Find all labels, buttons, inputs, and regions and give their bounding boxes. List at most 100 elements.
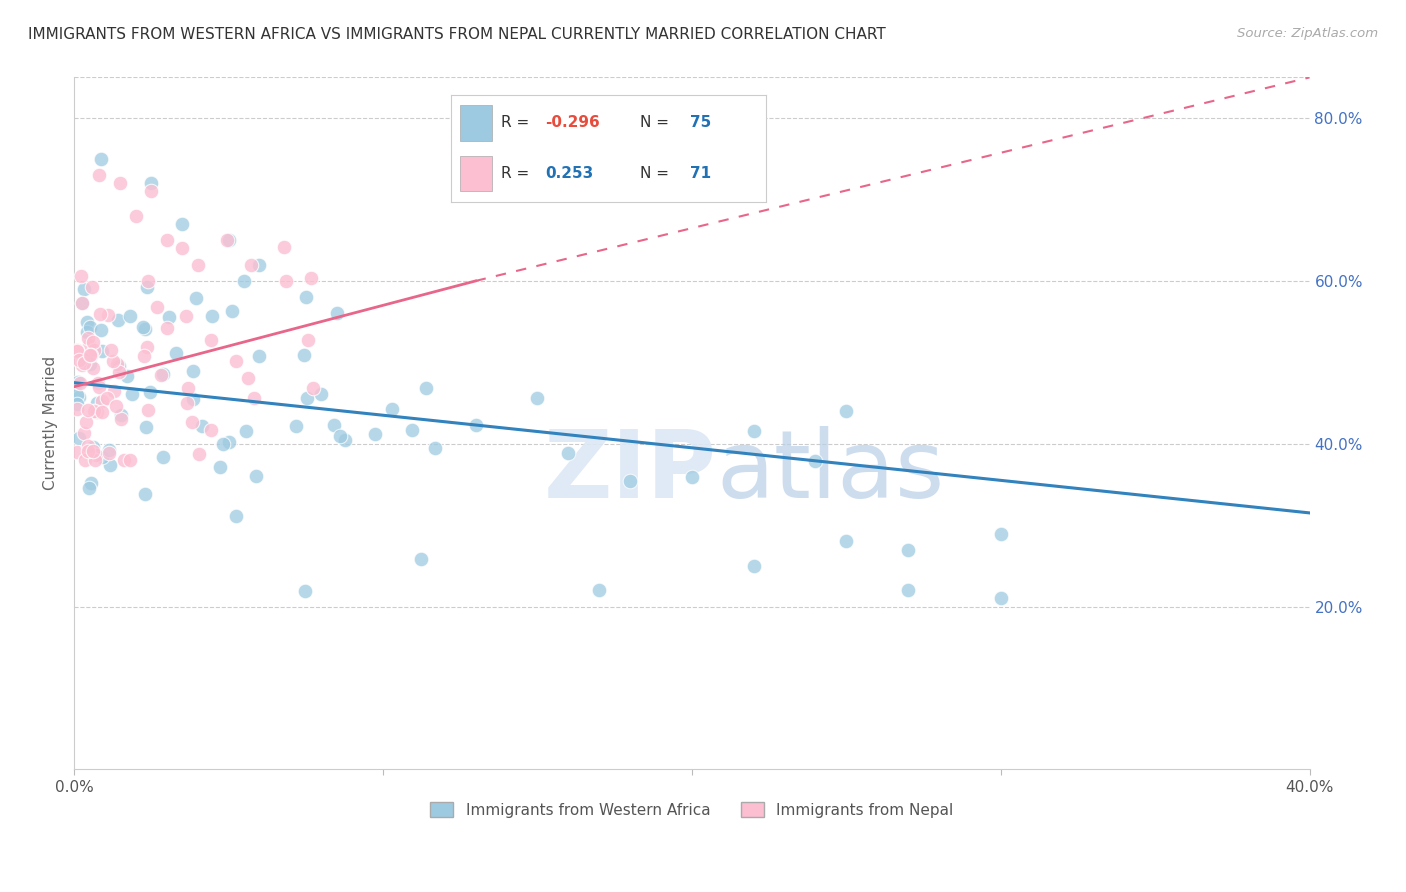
Point <box>98 446 121 460</box>
Point <box>309 386 332 401</box>
Point <box>136 280 159 294</box>
Point <box>329 429 352 443</box>
Point <box>152 368 174 382</box>
Point <box>110 411 132 425</box>
Point <box>274 274 297 288</box>
Point <box>91 450 114 465</box>
Point <box>66 344 89 359</box>
Point <box>215 233 238 247</box>
Point <box>835 534 858 549</box>
Point <box>79 348 101 362</box>
Point <box>84 453 107 467</box>
Point <box>105 358 128 372</box>
Point <box>104 399 127 413</box>
Point <box>156 233 179 247</box>
Point <box>239 258 262 272</box>
Point <box>77 337 100 351</box>
Point <box>82 440 104 454</box>
Point <box>103 384 125 399</box>
Point <box>200 333 222 347</box>
Point <box>70 358 93 372</box>
Point <box>233 274 256 288</box>
Point <box>86 396 108 410</box>
Y-axis label: Currently Married: Currently Married <box>44 356 58 491</box>
Text: ZIP: ZIP <box>544 425 717 517</box>
Point <box>990 591 1012 606</box>
Point <box>84 403 107 417</box>
Point <box>190 418 212 433</box>
Point <box>136 340 159 354</box>
Point <box>67 431 90 445</box>
Point <box>98 458 121 472</box>
Point <box>70 296 93 310</box>
Point <box>134 487 156 501</box>
Point <box>557 445 579 459</box>
Point <box>381 402 404 417</box>
Point <box>218 233 240 247</box>
Point <box>742 424 765 438</box>
Point <box>174 309 197 323</box>
Point <box>77 439 100 453</box>
Point <box>83 404 105 418</box>
Text: IMMIGRANTS FROM WESTERN AFRICA VS IMMIGRANTS FROM NEPAL CURRENTLY MARRIED CORREL: IMMIGRANTS FROM WESTERN AFRICA VS IMMIGR… <box>28 27 886 42</box>
Point <box>247 258 270 272</box>
Point <box>273 240 295 254</box>
Point <box>110 408 132 422</box>
Point <box>112 453 135 467</box>
Point <box>177 381 200 395</box>
Point <box>87 168 110 182</box>
Point <box>464 417 486 432</box>
Point <box>108 365 131 379</box>
Point <box>588 583 610 598</box>
Point <box>87 380 110 394</box>
Point <box>181 392 204 407</box>
Point <box>181 364 204 378</box>
Point <box>145 300 167 314</box>
Point <box>526 392 548 406</box>
Text: atlas: atlas <box>717 425 945 517</box>
Point <box>201 309 224 323</box>
Point <box>364 427 387 442</box>
Point <box>82 335 104 350</box>
Point <box>86 405 108 419</box>
Point <box>66 397 89 411</box>
Point <box>208 459 231 474</box>
Point <box>243 391 266 405</box>
Point <box>66 375 89 389</box>
Point <box>73 282 96 296</box>
Point <box>66 388 89 402</box>
Point <box>87 376 110 391</box>
Point <box>79 348 101 362</box>
Point <box>136 274 159 288</box>
Point <box>66 445 89 459</box>
Legend: Immigrants from Western Africa, Immigrants from Nepal: Immigrants from Western Africa, Immigran… <box>425 796 959 824</box>
Point <box>89 307 111 321</box>
Point <box>90 323 112 337</box>
Point <box>619 474 641 488</box>
Point <box>70 296 93 310</box>
Point <box>187 258 209 272</box>
Point <box>73 356 96 370</box>
Point <box>79 319 101 334</box>
Point <box>181 415 204 429</box>
Point <box>82 360 104 375</box>
Point <box>742 558 765 573</box>
Point <box>292 348 315 362</box>
Point <box>681 470 703 484</box>
Point <box>218 435 240 450</box>
Point <box>96 392 118 406</box>
Point <box>236 371 259 385</box>
Point <box>141 185 163 199</box>
Point <box>295 391 318 405</box>
Point <box>172 241 194 255</box>
Point <box>107 313 129 327</box>
Point <box>97 308 120 322</box>
Point <box>176 395 198 409</box>
Point <box>897 543 920 558</box>
Point <box>118 310 141 324</box>
Point <box>135 420 157 434</box>
Point <box>150 368 173 383</box>
Point <box>76 315 98 329</box>
Point <box>75 415 97 429</box>
Point <box>70 268 93 283</box>
